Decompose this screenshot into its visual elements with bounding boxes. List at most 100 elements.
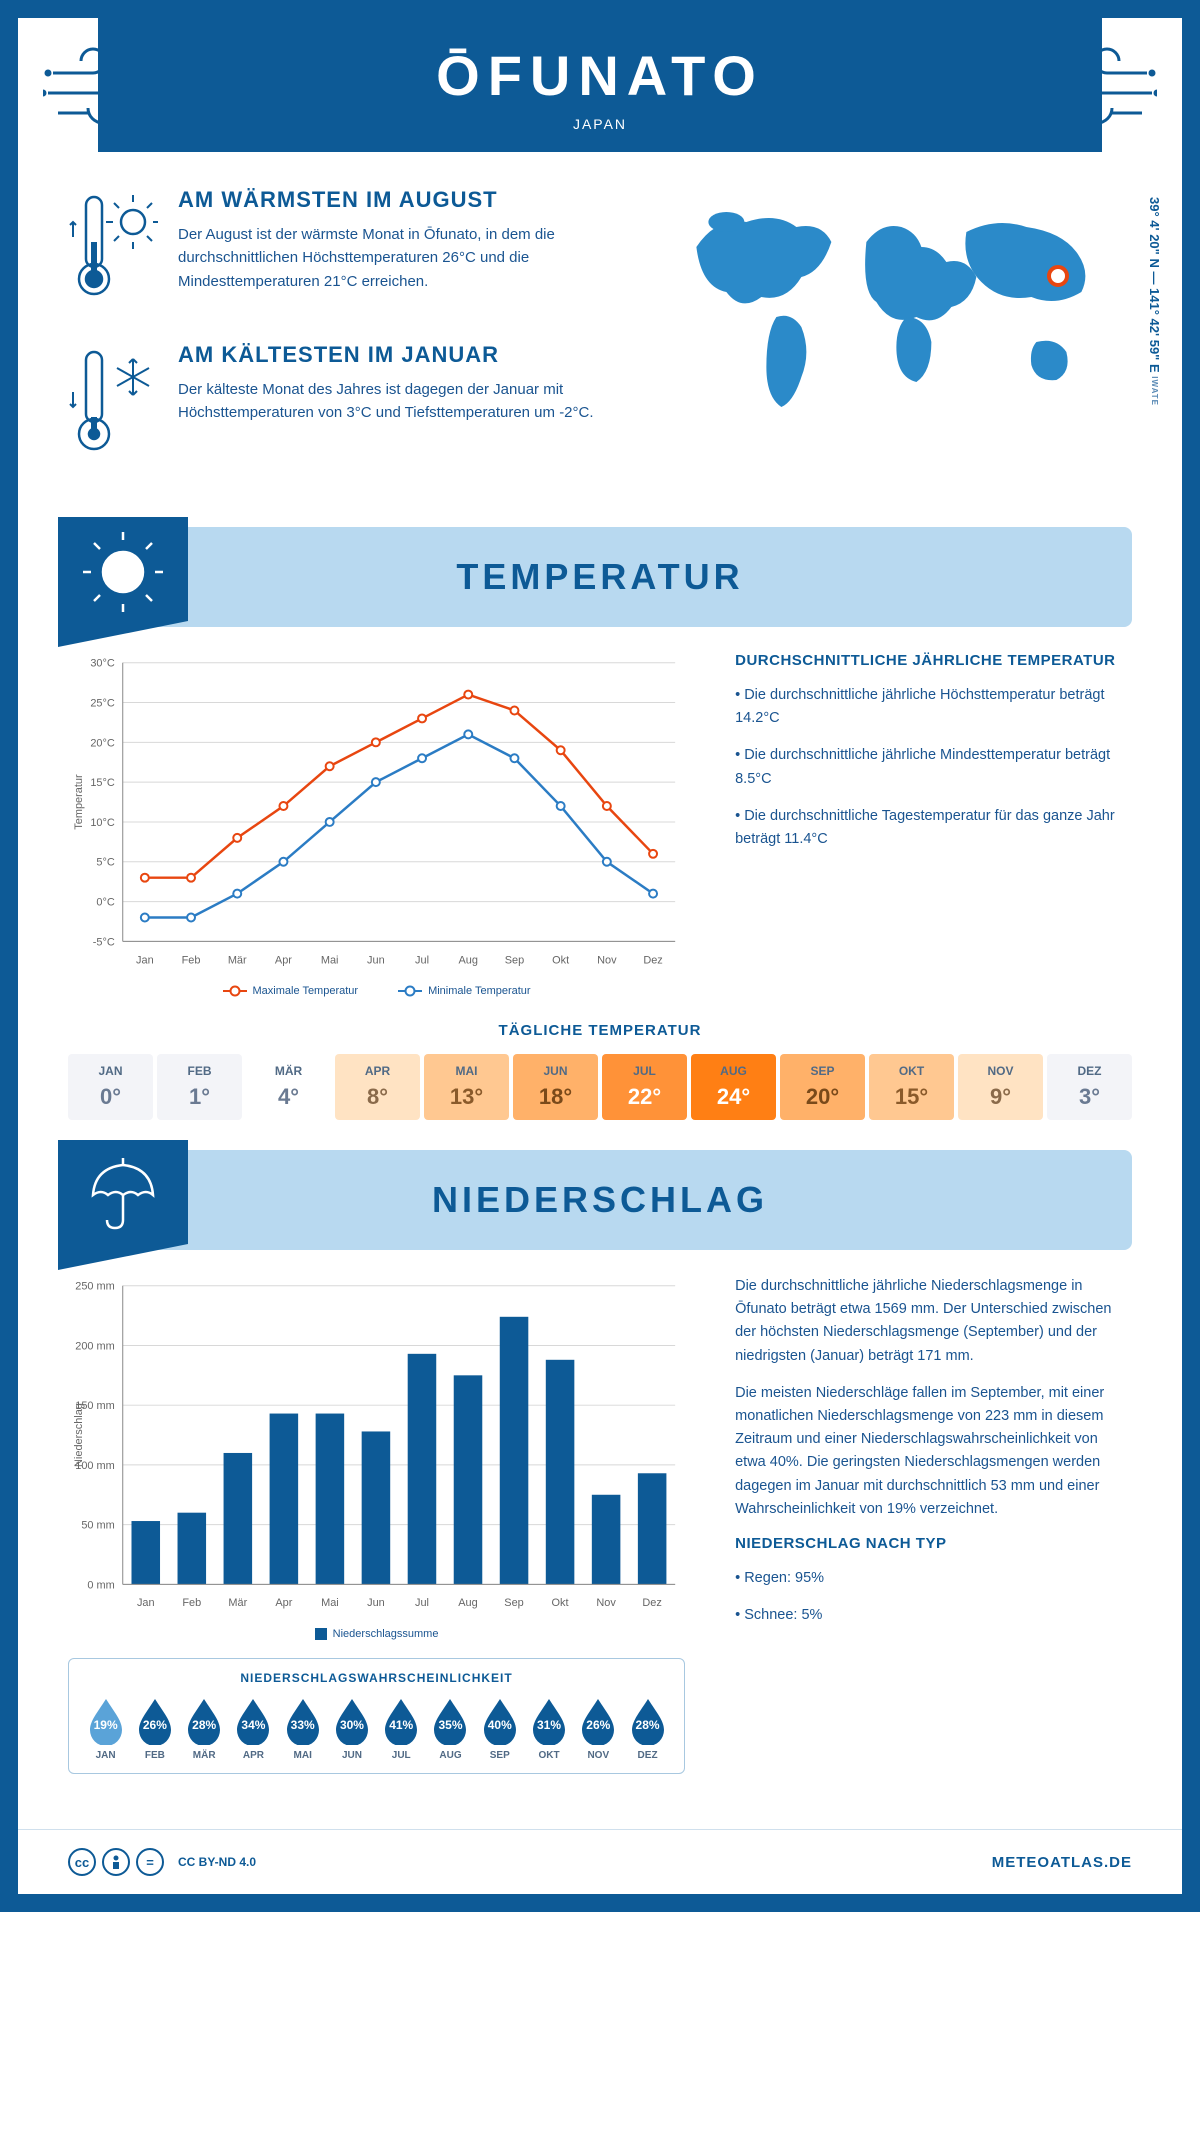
- thermometer-sun-icon: [68, 187, 158, 312]
- svg-text:Niederschlag: Niederschlag: [73, 1403, 85, 1467]
- precip-type-heading: NIEDERSCHLAG NACH TYP: [735, 1535, 1132, 1552]
- svg-text:200 mm: 200 mm: [75, 1340, 115, 1352]
- svg-text:Mai: Mai: [321, 954, 339, 966]
- svg-text:10°C: 10°C: [90, 817, 115, 829]
- page: ŌFUNATO JAPAN AM WÄRMSTEN IM AUGUST Der …: [0, 0, 1200, 1912]
- nd-icon: =: [136, 1848, 164, 1876]
- precip-prob-item: 26%NOV: [574, 1697, 623, 1761]
- svg-text:0 mm: 0 mm: [87, 1579, 114, 1591]
- warmest-text: Der August ist der wärmste Monat in Ōfun…: [178, 223, 621, 293]
- temp-bullet: • Die durchschnittliche jährliche Höchst…: [735, 684, 1132, 730]
- precip-prob-item: 34%APR: [229, 1697, 278, 1761]
- daily-month-cell: APR8°: [335, 1054, 420, 1120]
- precip-prob-item: 26%FEB: [130, 1697, 179, 1761]
- svg-text:Okt: Okt: [552, 1597, 569, 1609]
- license-text: CC BY-ND 4.0: [178, 1855, 256, 1869]
- svg-text:Sep: Sep: [504, 1597, 523, 1609]
- daily-temp-grid: JAN0°FEB1°MÄR4°APR8°MAI13°JUN18°JUL22°AU…: [68, 1054, 1132, 1120]
- temperature-chart: -5°C0°C5°C10°C15°C20°C25°C30°CJanFebMärA…: [68, 652, 685, 997]
- precip-type-item: • Regen: 95%: [735, 1567, 1132, 1590]
- country-label: JAPAN: [98, 116, 1102, 132]
- by-icon: [102, 1848, 130, 1876]
- precip-prob-item: 41%JUL: [377, 1697, 426, 1761]
- city-title: ŌFUNATO: [98, 43, 1102, 108]
- license-badge: cc = CC BY-ND 4.0: [68, 1848, 256, 1876]
- svg-text:Feb: Feb: [182, 954, 201, 966]
- footer: cc = CC BY-ND 4.0 METEOATLAS.DE: [18, 1829, 1182, 1894]
- svg-text:Sep: Sep: [505, 954, 524, 966]
- precip-type-item: • Schnee: 5%: [735, 1604, 1132, 1627]
- daily-month-cell: OKT15°: [869, 1054, 954, 1120]
- precip-p2: Die meisten Niederschläge fallen im Sept…: [735, 1382, 1132, 1521]
- svg-text:Feb: Feb: [182, 1597, 201, 1609]
- thermometer-snow-icon: [68, 342, 158, 467]
- daily-month-cell: JUL22°: [602, 1054, 687, 1120]
- precip-probability-box: NIEDERSCHLAGSWAHRSCHEINLICHKEIT 19%JAN26…: [68, 1658, 685, 1774]
- svg-text:Dez: Dez: [643, 954, 662, 966]
- svg-text:25°C: 25°C: [90, 697, 115, 709]
- coldest-fact: AM KÄLTESTEN IM JANUAR Der kälteste Mona…: [68, 342, 621, 467]
- daily-month-cell: SEP20°: [780, 1054, 865, 1120]
- precip-prob-item: 35%AUG: [426, 1697, 475, 1761]
- precip-prob-item: 28%MÄR: [180, 1697, 229, 1761]
- precip-prob-title: NIEDERSCHLAGSWAHRSCHEINLICHKEIT: [81, 1671, 672, 1685]
- site-name: METEOATLAS.DE: [992, 1854, 1132, 1871]
- svg-text:5°C: 5°C: [96, 857, 114, 869]
- summary-row: AM WÄRMSTEN IM AUGUST Der August ist der…: [68, 187, 1132, 497]
- world-map: [661, 187, 1132, 417]
- daily-month-cell: JAN0°: [68, 1054, 153, 1120]
- daily-month-cell: JUN18°: [513, 1054, 598, 1120]
- svg-text:Apr: Apr: [275, 954, 292, 966]
- precip-prob-item: 19%JAN: [81, 1697, 130, 1761]
- precipitation-summary: Die durchschnittliche jährliche Niedersc…: [735, 1275, 1132, 1774]
- coldest-title: AM KÄLTESTEN IM JANUAR: [178, 342, 621, 368]
- svg-text:Jul: Jul: [415, 954, 429, 966]
- svg-text:Aug: Aug: [459, 954, 478, 966]
- precip-prob-item: 31%OKT: [524, 1697, 573, 1761]
- cc-icon: cc: [68, 1848, 96, 1876]
- daily-month-cell: AUG24°: [691, 1054, 776, 1120]
- svg-text:30°C: 30°C: [90, 658, 115, 670]
- temperature-heading: TEMPERATUR: [68, 556, 1132, 598]
- coldest-text: Der kälteste Monat des Jahres ist dagege…: [178, 378, 621, 425]
- temp-chart-legend: Maximale Temperatur Minimale Temperatur: [68, 985, 685, 997]
- svg-text:Jul: Jul: [415, 1597, 429, 1609]
- svg-text:Nov: Nov: [596, 1597, 616, 1609]
- daily-month-cell: MÄR4°: [246, 1054, 331, 1120]
- coordinates: 39° 4' 20" N — 141° 42' 59" E IWATE: [1147, 197, 1162, 406]
- temp-summary-heading: DURCHSCHNITTLICHE JÄHRLICHE TEMPERATUR: [735, 652, 1132, 669]
- svg-text:Mai: Mai: [321, 1597, 339, 1609]
- daily-month-cell: NOV9°: [958, 1054, 1043, 1120]
- warmest-fact: AM WÄRMSTEN IM AUGUST Der August ist der…: [68, 187, 621, 312]
- precip-prob-item: 40%SEP: [475, 1697, 524, 1761]
- warmest-title: AM WÄRMSTEN IM AUGUST: [178, 187, 621, 213]
- svg-text:250 mm: 250 mm: [75, 1281, 115, 1293]
- svg-text:Jun: Jun: [367, 954, 385, 966]
- svg-text:Jun: Jun: [367, 1597, 385, 1609]
- precip-prob-item: 28%DEZ: [623, 1697, 672, 1761]
- svg-text:15°C: 15°C: [90, 777, 115, 789]
- precipitation-section-header: NIEDERSCHLAG: [68, 1150, 1132, 1250]
- daily-month-cell: DEZ3°: [1047, 1054, 1132, 1120]
- daily-temp-heading: TÄGLICHE TEMPERATUR: [68, 1022, 1132, 1039]
- svg-text:Apr: Apr: [275, 1597, 292, 1609]
- umbrella-icon: [83, 1155, 163, 1240]
- svg-text:Jan: Jan: [136, 954, 154, 966]
- header: ŌFUNATO JAPAN: [98, 18, 1102, 152]
- svg-text:Nov: Nov: [597, 954, 617, 966]
- svg-text:Jan: Jan: [137, 1597, 155, 1609]
- precip-prob-item: 33%MAI: [278, 1697, 327, 1761]
- precipitation-chart: 0 mm50 mm100 mm150 mm200 mm250 mmJanFebM…: [68, 1275, 685, 1640]
- daily-month-cell: MAI13°: [424, 1054, 509, 1120]
- svg-text:50 mm: 50 mm: [81, 1520, 114, 1532]
- svg-text:20°C: 20°C: [90, 737, 115, 749]
- temp-bullet: • Die durchschnittliche Tagestemperatur …: [735, 805, 1132, 851]
- svg-text:0°C: 0°C: [96, 897, 114, 909]
- temperature-section-header: TEMPERATUR: [68, 527, 1132, 627]
- temp-bullet: • Die durchschnittliche jährliche Mindes…: [735, 744, 1132, 790]
- svg-text:Okt: Okt: [552, 954, 569, 966]
- sun-icon: [83, 532, 163, 617]
- svg-text:Temperatur: Temperatur: [73, 774, 85, 830]
- temperature-summary: DURCHSCHNITTLICHE JÄHRLICHE TEMPERATUR •…: [735, 652, 1132, 997]
- svg-text:Mär: Mär: [228, 954, 247, 966]
